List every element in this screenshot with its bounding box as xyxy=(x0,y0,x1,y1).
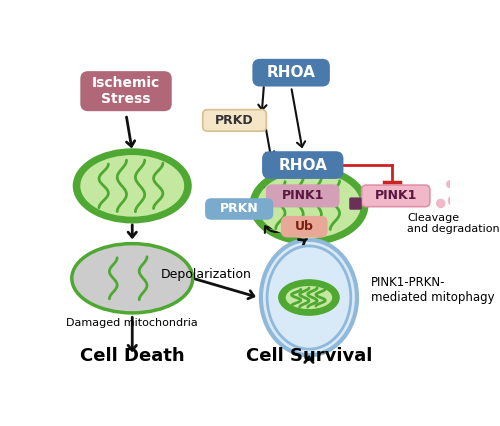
Text: PRKN: PRKN xyxy=(220,202,258,216)
Text: PINK1: PINK1 xyxy=(374,190,417,202)
Ellipse shape xyxy=(251,167,367,244)
Text: Cell Death: Cell Death xyxy=(80,347,184,365)
FancyBboxPatch shape xyxy=(266,184,340,207)
Ellipse shape xyxy=(257,172,361,238)
FancyBboxPatch shape xyxy=(281,216,328,237)
Text: Cleavage
and degradation: Cleavage and degradation xyxy=(408,213,500,234)
Text: RHOA: RHOA xyxy=(278,158,327,173)
FancyBboxPatch shape xyxy=(252,59,330,86)
Text: Ischemic
Stress: Ischemic Stress xyxy=(92,76,160,106)
Circle shape xyxy=(446,181,454,187)
Circle shape xyxy=(450,181,458,188)
Circle shape xyxy=(436,199,445,207)
Text: Cell Survival: Cell Survival xyxy=(246,347,372,365)
Circle shape xyxy=(462,178,472,188)
Circle shape xyxy=(448,195,460,206)
Ellipse shape xyxy=(286,286,332,309)
Ellipse shape xyxy=(74,150,190,222)
Text: PINK1-PRKN-
mediated mitophagy: PINK1-PRKN- mediated mitophagy xyxy=(371,276,494,304)
Text: PRKD: PRKD xyxy=(215,114,254,127)
FancyBboxPatch shape xyxy=(362,185,430,207)
Text: Damaged mitochondria: Damaged mitochondria xyxy=(66,318,198,328)
Circle shape xyxy=(456,204,465,213)
Ellipse shape xyxy=(80,155,184,217)
FancyBboxPatch shape xyxy=(349,197,362,210)
Ellipse shape xyxy=(267,246,351,349)
Circle shape xyxy=(464,184,472,193)
Circle shape xyxy=(462,184,470,192)
FancyBboxPatch shape xyxy=(203,109,266,131)
Circle shape xyxy=(462,181,471,190)
Text: RHOA: RHOA xyxy=(266,65,316,80)
FancyBboxPatch shape xyxy=(80,71,172,111)
Ellipse shape xyxy=(280,281,338,314)
Ellipse shape xyxy=(72,244,192,313)
Text: PINK1: PINK1 xyxy=(282,190,324,202)
FancyBboxPatch shape xyxy=(205,198,274,220)
FancyBboxPatch shape xyxy=(262,151,344,179)
Text: Ub: Ub xyxy=(295,220,314,233)
Circle shape xyxy=(458,196,466,204)
Ellipse shape xyxy=(261,240,357,355)
Text: Depolarization: Depolarization xyxy=(160,268,252,281)
